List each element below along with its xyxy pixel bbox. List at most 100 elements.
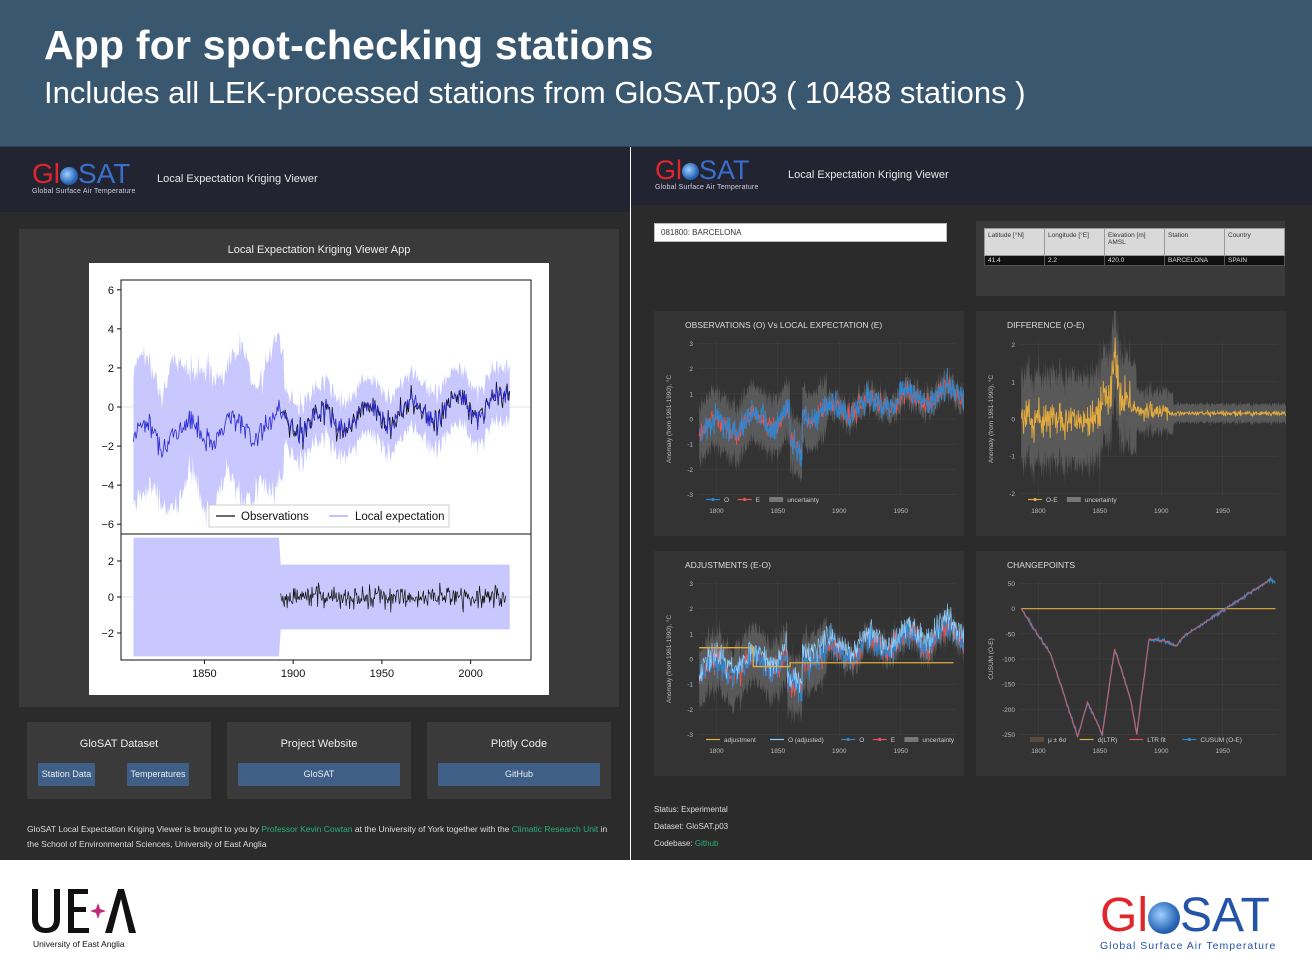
matplotlib-figure: −6 −4 −2 0 2 4 6 −2 0 2 1850 1900 1950 2000 Observatio… bbox=[89, 263, 549, 695]
y-tick-label: -2 bbox=[687, 707, 693, 714]
difference-plot[interactable]: DIFFERENCE (O-E) -2 -1 0 1 2 1800 1850 1900 1950 A… bbox=[976, 311, 1286, 536]
legend-marker bbox=[878, 737, 882, 742]
logo-gl: Gl bbox=[32, 158, 60, 189]
y-tick-label: 4 bbox=[108, 324, 114, 336]
dataset-card-title: GloSAT Dataset bbox=[79, 738, 159, 750]
legend-marker bbox=[1033, 497, 1037, 502]
y-tick-label: -100 bbox=[1002, 657, 1015, 664]
ltr-fit-line bbox=[1020, 578, 1273, 739]
cru-link[interactable]: Climatic Research Unit bbox=[511, 824, 599, 834]
station-info-table: Latitude [°N] Longitude [°E] Elevation [… bbox=[984, 228, 1285, 266]
y-tick-label: 2 bbox=[108, 363, 114, 375]
plot-svg: CHANGEPOINTS -250 -200 -150 -100 -50 0 50 1800 18… bbox=[988, 560, 1278, 755]
plot-title: DIFFERENCE (O-E) bbox=[1007, 320, 1085, 330]
y-tick-label: 1 bbox=[689, 631, 693, 638]
code-card-title: Plotly Code bbox=[490, 738, 548, 750]
x-tick-label: 1950 bbox=[1215, 748, 1230, 755]
nav-title: Local Expectation Kriging Viewer bbox=[157, 173, 318, 185]
y-tick-label: 2 bbox=[689, 366, 693, 373]
y-tick-label: −2 bbox=[101, 441, 114, 453]
codebase-label: Codebase: bbox=[654, 839, 695, 848]
plot-title: ADJUSTMENTS (E-O) bbox=[685, 560, 771, 570]
x-tick-label: 1800 bbox=[1031, 748, 1046, 755]
legend-swatch bbox=[1066, 497, 1081, 502]
x-tick-label: 1850 bbox=[192, 668, 216, 680]
legend-swatch bbox=[904, 737, 919, 742]
left-app-screenshot: Gl SAT Global Surface Air Temperature Loc… bbox=[0, 147, 630, 860]
legend-label: O (adjusted) bbox=[788, 737, 824, 744]
codebase-link[interactable]: Github bbox=[694, 839, 719, 848]
legend-marker bbox=[846, 737, 850, 742]
website-card: Project Website GloSAT bbox=[227, 722, 411, 799]
legend-label: uncertainty bbox=[1085, 497, 1118, 504]
x-tick-label: 1850 bbox=[771, 508, 786, 515]
plot-svg: ADJUSTMENTS (E-O) -3 -2 -1 0 1 2 3 1800 1850 1900 1… bbox=[665, 560, 964, 755]
logo-tagline: Global Surface Air Temperature bbox=[32, 188, 136, 195]
changepoints-plot[interactable]: CHANGEPOINTS -250 -200 -150 -100 -50 0 50 1800 18… bbox=[976, 551, 1286, 776]
y-tick-label: 0 bbox=[689, 417, 693, 424]
x-tick-label: 1950 bbox=[1215, 508, 1230, 515]
legend-marker bbox=[711, 497, 715, 502]
code-card: Plotly Code GitHub bbox=[427, 722, 611, 799]
y-tick-label: 0 bbox=[108, 402, 114, 414]
legend-label: uncertainty bbox=[922, 737, 955, 744]
banner-title: App for spot-checking stations bbox=[44, 22, 654, 68]
y-axis-label: Anomaly (from 1961-1990), °C bbox=[665, 375, 673, 464]
uea-logo[interactable] bbox=[28, 885, 138, 955]
x-tick-label: 1900 bbox=[1154, 508, 1169, 515]
banner: App for spot-checking stations Includes … bbox=[0, 0, 1312, 147]
y-tick-label: 0 bbox=[1011, 417, 1015, 424]
glosat-logo[interactable]: Gl SAT Global Surface Air Temperature bbox=[32, 158, 136, 196]
x-tick-label: 1900 bbox=[1154, 748, 1169, 755]
status-text: Status: Experimental bbox=[654, 805, 728, 814]
y-tick-label: -1 bbox=[1009, 454, 1015, 461]
legend-marker bbox=[1187, 737, 1191, 742]
obs-vs-expectation-plot[interactable]: OBSERVATIONS (O) Vs LOCAL EXPECTATION (E… bbox=[654, 311, 964, 536]
glosat-logo[interactable]: Gl SAT Global Surface Air Temperature bbox=[655, 155, 759, 192]
logo-sat: SAT bbox=[699, 155, 750, 185]
station-select[interactable]: 081800: BARCELONA bbox=[654, 223, 947, 242]
y-tick-label: −2 bbox=[101, 628, 114, 640]
x-tick-label: 1850 bbox=[771, 748, 786, 755]
temperatures-button[interactable]: Temperatures bbox=[127, 763, 189, 786]
card-title: Local Expectation Kriging Viewer App bbox=[227, 244, 411, 256]
y-tick-label: -2 bbox=[687, 467, 693, 474]
right-app-screenshot: Gl SAT Global Surface Air Temperature Loc… bbox=[631, 147, 1312, 860]
x-tick-label: 1900 bbox=[832, 508, 847, 515]
github-button[interactable]: GitHub bbox=[438, 763, 600, 786]
legend-label: d(LTR) bbox=[1098, 737, 1118, 744]
credits-part: at the University of York together with … bbox=[352, 824, 512, 834]
o-series-line bbox=[698, 367, 964, 467]
y-tick-label: -3 bbox=[687, 732, 693, 739]
o-e-series-line bbox=[1020, 337, 1286, 443]
y-tick-label: -50 bbox=[1006, 631, 1016, 638]
cowtan-link[interactable]: Professor Kevin Cowtan bbox=[261, 824, 353, 834]
dataset-card: GloSAT Dataset Station Data Temperatures bbox=[27, 722, 211, 799]
legend-label: O bbox=[859, 737, 864, 744]
legend-label: O bbox=[724, 497, 729, 504]
uea-text: University of East Anglia bbox=[33, 939, 125, 949]
y-tick-label: −4 bbox=[101, 480, 114, 492]
uncertainty-band bbox=[699, 366, 964, 484]
table-header: Longitude [°E] bbox=[1044, 228, 1105, 256]
y-tick-label: 1 bbox=[1011, 379, 1015, 386]
adjustments-plot[interactable]: ADJUSTMENTS (E-O) -3 -2 -1 0 1 2 3 1800 1850 1900 1… bbox=[654, 551, 964, 776]
y-axis-label: Anomaly (from 1961-1990), °C bbox=[665, 615, 673, 704]
y-tick-label: -1 bbox=[687, 442, 693, 449]
logo-tagline: Global Surface Air Temperature bbox=[1100, 940, 1277, 952]
x-tick-label: 1800 bbox=[709, 748, 724, 755]
station-data-button[interactable]: Station Data bbox=[38, 763, 95, 786]
observations-line bbox=[280, 381, 511, 450]
credits-part: in the School of Environmental Sciences,… bbox=[27, 824, 608, 849]
legend-label: E bbox=[891, 737, 896, 744]
y-tick-label: 0 bbox=[689, 657, 693, 664]
nav-title: Local Expectation Kriging Viewer bbox=[788, 169, 949, 181]
y-tick-label: -200 bbox=[1002, 707, 1015, 714]
glosat-logo-large[interactable]: Gl SAT Global Surface Air Temperature bbox=[1100, 892, 1277, 953]
plot-svg: OBSERVATIONS (O) Vs LOCAL EXPECTATION (E… bbox=[665, 320, 964, 515]
table-cell: 420.0 bbox=[1104, 255, 1165, 266]
uncertainty-band bbox=[1021, 311, 1286, 488]
legend-label: E bbox=[756, 497, 761, 504]
glosat-button[interactable]: GloSAT bbox=[238, 763, 400, 786]
